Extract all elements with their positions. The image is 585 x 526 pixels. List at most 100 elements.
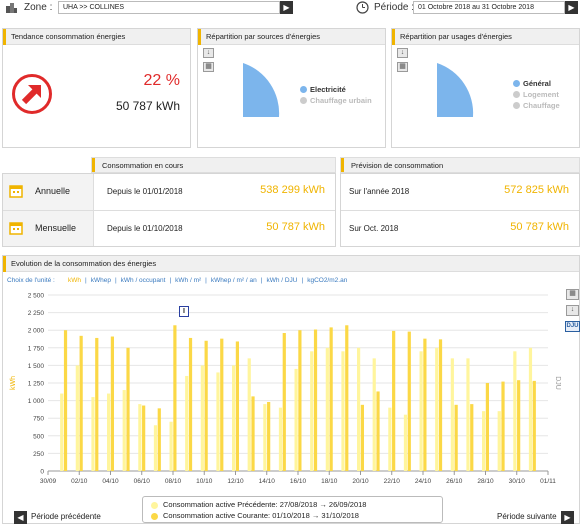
bar-courante (204, 340, 208, 471)
bar-precedente (138, 404, 142, 471)
bar-courante (392, 330, 396, 471)
prevision-title: Prévision de consommation (351, 161, 444, 170)
bar-precedente (513, 351, 517, 471)
legend-dot-electricite (300, 86, 307, 93)
zone-select[interactable]: UHA >> COLLINES (58, 1, 280, 14)
evolution-panel: Evolution de la consommation des énergie… (2, 255, 580, 524)
y-tick-label: 1 250 (28, 381, 45, 388)
legend-electricite[interactable]: Electricité (310, 85, 346, 94)
unit-kwh-occupant[interactable]: kWh / occupant (120, 277, 166, 284)
unit-kwh[interactable]: kWh (68, 277, 81, 284)
prev-period-arrow-button[interactable]: ◀ (14, 511, 27, 524)
usages-panel: Répartition par usages d'énergies ↓ ▦ Gé… (391, 28, 580, 148)
calendar-icon (9, 184, 23, 198)
chart-marker[interactable]: I (179, 306, 189, 317)
unit-kwhep[interactable]: kWhep (90, 277, 111, 284)
calendar-icon (9, 221, 23, 235)
next-period-label[interactable]: Période suivante (497, 512, 557, 521)
usages-title: Répartition par usages d'énergies (400, 32, 512, 41)
zone-icon (6, 3, 17, 13)
prevision-header: Prévision de consommation (340, 157, 580, 173)
bar-courante (126, 347, 130, 471)
zone-label: Zone : (24, 2, 53, 13)
bar-precedente (91, 397, 95, 471)
y-tick-label: 1 500 (28, 363, 45, 370)
legend-dot-logement (513, 91, 520, 98)
tendance-panel: Tendance consommation énergies 22 % 50 7… (2, 28, 191, 148)
legend-dot-precedente (151, 502, 158, 509)
bar-courante (173, 325, 177, 471)
bar-courante (470, 404, 474, 471)
periode-arrow-button[interactable]: ▶ (565, 1, 578, 14)
bar-courante (329, 327, 333, 471)
prev-period-label[interactable]: Période précédente (31, 512, 101, 521)
y2-axis-label: DJU (554, 376, 561, 390)
y-tick-label: 500 (33, 433, 44, 440)
legend-general[interactable]: Général (523, 79, 551, 88)
unit-links: kWh | kWhep | kWh / occupant | kWh / m² … (68, 277, 348, 284)
bar-precedente (310, 351, 314, 471)
legend-dot-chauffage-urbain (300, 97, 307, 104)
bar-precedente (75, 365, 79, 471)
download-icon[interactable]: ↓ (203, 48, 214, 58)
x-tick-label: 14/10 (259, 478, 276, 485)
x-tick-label: 10/10 (196, 478, 213, 485)
bar-courante (63, 330, 68, 471)
legend-logement[interactable]: Logement (523, 90, 559, 99)
dju-button[interactable]: DJU (565, 321, 580, 332)
x-tick-label: 02/10 (71, 478, 88, 485)
bar-courante (142, 405, 146, 471)
periode-label: Période : (374, 2, 415, 13)
bar-precedente (263, 404, 267, 471)
bar-courante (188, 337, 193, 471)
clock-icon (356, 1, 369, 14)
legend-courante[interactable]: Consommation active Courante: 01/10/2018… (163, 511, 359, 520)
print-icon[interactable]: ▦ (397, 62, 408, 72)
y-tick-label: 2 500 (28, 293, 45, 300)
download-icon[interactable]: ↓ (397, 48, 408, 58)
legend-chauffage-urbain[interactable]: Chauffage urbain (310, 96, 372, 105)
unit-kgco2[interactable]: kgCO2/m2.an (307, 277, 348, 284)
consommation-table: Annuelle Depuis le 01/01/2018 538 299 kW… (2, 173, 336, 247)
consumption-chart: 0 250 500 750 1 000 1 250 1 500 1 750 2 000 2 250… (10, 293, 561, 486)
bar-precedente (357, 347, 361, 471)
y-tick-label: 2 250 (28, 310, 45, 317)
chart-legend: Consommation active Précédente: 27/08/20… (142, 496, 443, 523)
periode-select[interactable]: 01 Octobre 2018 au 31 Octobre 2018 (413, 1, 565, 14)
bar-precedente (497, 411, 501, 471)
next-period-arrow-button[interactable]: ▶ (561, 511, 574, 524)
unit-kwhep-m2-an[interactable]: kWhep / m² / an (210, 277, 257, 284)
legend-chauffage[interactable]: Chauffage (523, 101, 560, 110)
bar-precedente (435, 347, 439, 471)
print-icon[interactable]: ▦ (203, 62, 214, 72)
bar-courante (376, 391, 380, 471)
bar-courante (313, 329, 318, 471)
bar-precedente (107, 393, 111, 471)
bar-courante (110, 336, 114, 471)
bar-precedente (388, 407, 392, 471)
x-tick-label: 01/11 (540, 478, 556, 485)
prevision-mois-value: 50 787 kWh (510, 221, 569, 233)
legend-dot-chauffage (513, 102, 520, 109)
x-tick-label: 04/10 (102, 478, 119, 485)
zone-arrow-button[interactable]: ▶ (280, 1, 293, 14)
y-tick-label: 1 750 (28, 345, 45, 352)
tendance-percent: 22 % (143, 72, 180, 89)
bar-precedente (419, 351, 423, 471)
unit-kwh-m2[interactable]: kWh / m² (175, 277, 202, 284)
bar-precedente (403, 414, 408, 471)
tendance-title: Tendance consommation énergies (11, 32, 126, 41)
download-icon[interactable]: ↓ (566, 305, 579, 316)
print-icon[interactable]: ▦ (566, 289, 579, 300)
x-tick-label: 24/10 (415, 478, 432, 485)
bar-courante (267, 402, 271, 471)
unit-kwh-dju[interactable]: kWh / DJU (266, 277, 298, 284)
bar-precedente (325, 347, 329, 471)
bar-courante (423, 338, 427, 471)
bar-courante (532, 380, 536, 471)
prevision-annee-value: 572 825 kWh (504, 184, 569, 196)
bar-courante (220, 338, 224, 471)
evolution-title: Evolution de la consommation des énergie… (11, 259, 157, 268)
legend-precedente[interactable]: Consommation active Précédente: 27/08/20… (163, 500, 367, 509)
prevision-annee-label: Sur l'année 2018 (349, 187, 410, 196)
